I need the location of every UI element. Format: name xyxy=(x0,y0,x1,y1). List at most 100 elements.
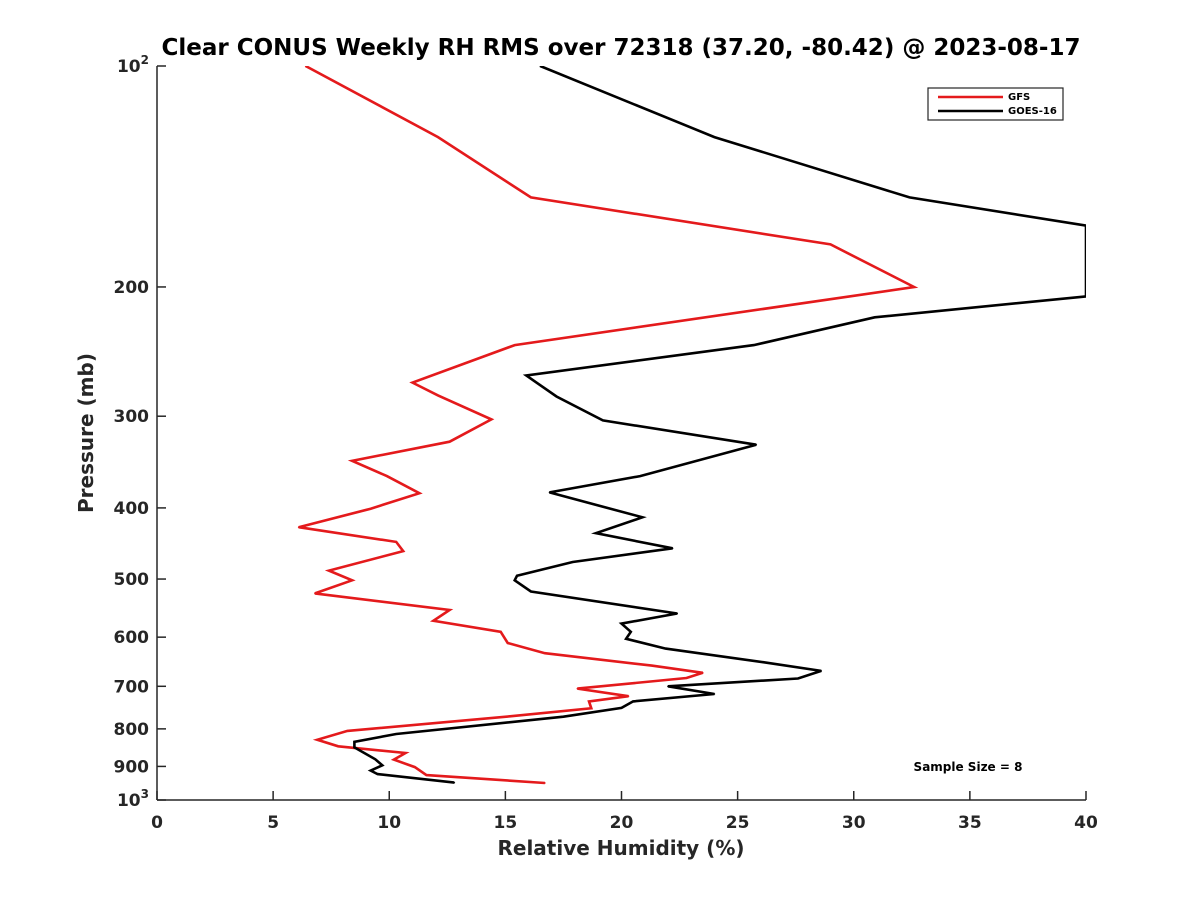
y-tick-label: 500 xyxy=(114,570,150,590)
x-tick-label: 10 xyxy=(377,813,401,833)
data-point-goes16 xyxy=(620,707,623,709)
x-tick-label: 40 xyxy=(1074,813,1098,833)
data-point-gfs xyxy=(432,620,435,622)
data-point-goes16 xyxy=(381,764,384,767)
data-point-goes16 xyxy=(369,769,372,772)
data-point-gfs xyxy=(346,730,349,732)
y-tick-label: 900 xyxy=(114,757,150,777)
data-point-gfs xyxy=(351,579,353,582)
data-point-gfs xyxy=(513,344,516,346)
x-tick-label: 20 xyxy=(610,813,634,833)
data-point-goes16 xyxy=(595,532,597,534)
data-point-gfs xyxy=(386,475,388,477)
data-point-gfs xyxy=(328,569,330,572)
data-point-gfs xyxy=(351,459,353,462)
y-axis-label: Pressure (mb) xyxy=(74,353,98,513)
data-point-gfs xyxy=(437,136,439,138)
data-point-gfs xyxy=(506,642,509,644)
data-point-goes16 xyxy=(629,631,632,633)
data-point-goes16 xyxy=(753,344,755,346)
data-point-goes16 xyxy=(873,316,876,319)
data-point-goes16 xyxy=(632,700,634,703)
data-point-goes16 xyxy=(516,575,518,577)
data-point-goes16 xyxy=(530,590,532,593)
axes-layer: 0 5 10 15 20 25 30 35 40 102 200 300 400 500 600 700 800… xyxy=(114,53,1098,833)
data-point-gfs xyxy=(544,652,546,655)
data-point-goes16 xyxy=(376,773,379,775)
data-point-gfs xyxy=(590,707,593,710)
data-point-goes16 xyxy=(548,491,551,494)
data-point-gfs xyxy=(448,609,451,611)
data-point-gfs xyxy=(588,700,590,703)
x-tick-label: 15 xyxy=(494,813,518,833)
y-tick-label: 300 xyxy=(114,407,150,427)
legend-box xyxy=(927,87,1064,121)
data-point-gfs xyxy=(685,677,688,679)
data-point-gfs xyxy=(411,381,414,384)
data-point-goes16 xyxy=(713,693,716,695)
y-tick-label: 400 xyxy=(114,499,150,519)
data-point-goes16 xyxy=(639,475,641,477)
data-point-goes16 xyxy=(571,561,574,563)
data-point-goes16 xyxy=(374,758,377,761)
data-point-goes16 xyxy=(555,395,558,398)
data-point-gfs xyxy=(393,758,395,761)
x-tick-label: 5 xyxy=(267,813,279,833)
y-tick-label: 700 xyxy=(114,677,150,697)
data-point-gfs xyxy=(402,550,404,552)
data-point-gfs xyxy=(413,766,416,768)
data-point-goes16 xyxy=(713,136,716,138)
data-point-gfs xyxy=(314,592,316,595)
data-point-goes16 xyxy=(353,740,356,743)
data-point-goes16 xyxy=(395,733,398,735)
data-point-gfs xyxy=(913,286,915,288)
data-point-gfs xyxy=(404,752,407,754)
series-line-gfs xyxy=(298,66,919,785)
data-point-gfs xyxy=(425,774,428,776)
data-point-goes16 xyxy=(525,374,528,377)
chart-title: Clear CONUS Weekly RH RMS over 72318 (37… xyxy=(162,35,1081,61)
data-point-goes16 xyxy=(797,677,799,680)
data-point-goes16 xyxy=(641,516,644,519)
data-point-goes16 xyxy=(625,637,627,640)
data-point-gfs xyxy=(337,745,339,748)
data-point-goes16 xyxy=(513,579,516,582)
data-point-gfs xyxy=(437,394,439,397)
legend-label-gfs: GFS xyxy=(1008,92,1030,103)
y-tick-label: 800 xyxy=(114,720,150,740)
legend-label-goes16: GOES-16 xyxy=(1008,106,1057,117)
data-point-gfs xyxy=(316,739,319,741)
data-point-goes16 xyxy=(562,715,565,718)
data-point-goes16 xyxy=(602,419,604,422)
data-point-goes16 xyxy=(453,781,456,784)
data-point-gfs xyxy=(304,66,307,67)
data-point-goes16 xyxy=(671,547,674,550)
data-point-goes16 xyxy=(667,685,669,688)
data-point-gfs xyxy=(369,507,372,510)
x-tick-label: 25 xyxy=(726,813,750,833)
data-point-goes16 xyxy=(1085,224,1086,227)
y-tick-label: 102 xyxy=(117,53,149,77)
data-point-gfs xyxy=(448,440,451,443)
data-point-gfs xyxy=(297,526,300,529)
data-point-gfs xyxy=(544,782,546,784)
y-tick-label: 200 xyxy=(114,278,150,298)
data-point-goes16 xyxy=(1085,295,1086,298)
y-tick-label: 600 xyxy=(114,628,150,648)
data-point-gfs xyxy=(418,492,421,495)
data-point-gfs xyxy=(490,418,493,421)
x-tick-label: 0 xyxy=(151,813,163,833)
data-point-gfs xyxy=(530,196,532,199)
x-tick-label: 35 xyxy=(958,813,982,833)
data-point-goes16 xyxy=(539,66,542,67)
data-point-gfs xyxy=(701,672,704,674)
data-point-gfs xyxy=(509,715,511,718)
series-layer xyxy=(297,66,1086,785)
data-point-gfs xyxy=(829,243,832,246)
data-point-goes16 xyxy=(620,622,623,625)
data-point-gfs xyxy=(576,687,579,690)
series-line-goes16 xyxy=(353,66,1086,784)
data-point-goes16 xyxy=(353,746,356,749)
data-point-gfs xyxy=(650,664,653,667)
